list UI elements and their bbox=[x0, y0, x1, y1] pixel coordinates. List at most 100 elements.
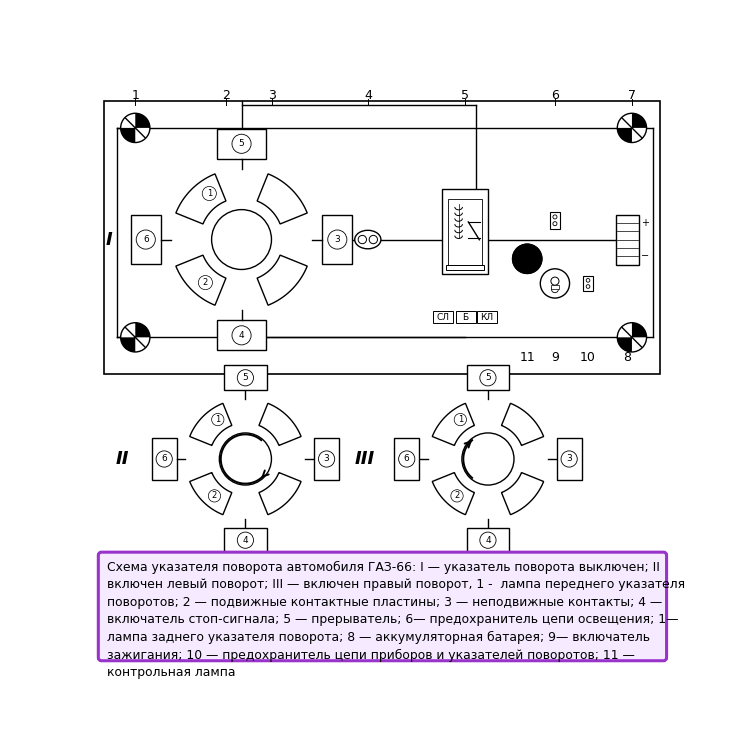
Text: 2: 2 bbox=[222, 89, 230, 102]
Circle shape bbox=[617, 323, 647, 352]
Circle shape bbox=[540, 269, 569, 298]
Text: 7: 7 bbox=[628, 89, 636, 102]
Polygon shape bbox=[190, 472, 232, 515]
Text: 1: 1 bbox=[458, 415, 463, 424]
Text: 3: 3 bbox=[268, 89, 276, 102]
Bar bbox=[456, 311, 476, 323]
Ellipse shape bbox=[355, 230, 381, 249]
Text: I: I bbox=[106, 230, 113, 249]
Polygon shape bbox=[433, 472, 474, 515]
Circle shape bbox=[220, 433, 271, 485]
Text: 4: 4 bbox=[239, 331, 244, 340]
Circle shape bbox=[202, 186, 217, 200]
Text: 6: 6 bbox=[161, 454, 167, 463]
Circle shape bbox=[156, 451, 173, 467]
Polygon shape bbox=[152, 438, 177, 480]
Bar bbox=[441, 189, 488, 274]
Circle shape bbox=[451, 489, 463, 502]
Circle shape bbox=[369, 235, 377, 244]
Text: 6: 6 bbox=[143, 235, 149, 244]
Text: 1: 1 bbox=[215, 415, 220, 424]
Text: 4: 4 bbox=[485, 536, 491, 545]
Polygon shape bbox=[323, 215, 352, 264]
Text: 4: 4 bbox=[243, 536, 248, 545]
Polygon shape bbox=[501, 472, 544, 515]
Polygon shape bbox=[557, 438, 582, 480]
Polygon shape bbox=[257, 174, 307, 224]
Polygon shape bbox=[512, 259, 527, 273]
Bar bbox=[583, 276, 593, 291]
Circle shape bbox=[211, 209, 271, 270]
Polygon shape bbox=[121, 128, 135, 142]
Text: 4: 4 bbox=[364, 89, 372, 102]
Circle shape bbox=[121, 323, 150, 352]
Circle shape bbox=[328, 230, 347, 249]
Bar bbox=[447, 199, 482, 265]
Text: II: II bbox=[116, 450, 129, 468]
Text: 2: 2 bbox=[454, 492, 459, 501]
Polygon shape bbox=[176, 255, 226, 305]
Circle shape bbox=[586, 285, 590, 288]
Polygon shape bbox=[217, 129, 267, 159]
Circle shape bbox=[454, 413, 466, 425]
Text: 6: 6 bbox=[551, 89, 559, 102]
Text: 10: 10 bbox=[580, 351, 596, 364]
Bar bbox=[551, 285, 560, 288]
Circle shape bbox=[232, 134, 251, 153]
Circle shape bbox=[561, 451, 577, 467]
Circle shape bbox=[512, 244, 542, 273]
Polygon shape bbox=[121, 337, 135, 352]
Circle shape bbox=[551, 277, 559, 285]
Polygon shape bbox=[632, 323, 647, 337]
Circle shape bbox=[208, 489, 220, 502]
Polygon shape bbox=[501, 403, 544, 446]
Text: 2: 2 bbox=[202, 278, 208, 287]
Circle shape bbox=[318, 451, 335, 467]
Text: 2: 2 bbox=[212, 492, 217, 501]
Circle shape bbox=[512, 244, 542, 273]
Polygon shape bbox=[259, 403, 301, 446]
Text: 3: 3 bbox=[566, 454, 572, 463]
Polygon shape bbox=[190, 403, 232, 446]
FancyBboxPatch shape bbox=[99, 552, 666, 661]
Circle shape bbox=[480, 532, 496, 548]
Polygon shape bbox=[314, 438, 339, 480]
Polygon shape bbox=[632, 113, 647, 128]
Circle shape bbox=[121, 113, 150, 142]
Text: 3: 3 bbox=[335, 235, 340, 244]
Circle shape bbox=[462, 433, 514, 485]
Text: 5: 5 bbox=[461, 89, 469, 102]
Polygon shape bbox=[217, 320, 267, 350]
Circle shape bbox=[617, 113, 647, 142]
Circle shape bbox=[358, 235, 367, 244]
Text: 1: 1 bbox=[207, 189, 212, 198]
Circle shape bbox=[586, 279, 590, 282]
Circle shape bbox=[211, 413, 224, 425]
Polygon shape bbox=[224, 365, 267, 390]
Circle shape bbox=[551, 286, 559, 293]
Bar bbox=[477, 311, 498, 323]
Polygon shape bbox=[394, 438, 419, 480]
Text: 5: 5 bbox=[243, 373, 248, 382]
Text: +: + bbox=[641, 218, 649, 228]
Polygon shape bbox=[467, 527, 509, 553]
Circle shape bbox=[199, 276, 212, 290]
Text: Б: Б bbox=[462, 313, 468, 322]
Polygon shape bbox=[433, 403, 474, 446]
Bar bbox=[550, 212, 560, 229]
Polygon shape bbox=[224, 527, 267, 553]
Text: 3: 3 bbox=[323, 454, 329, 463]
Polygon shape bbox=[259, 472, 301, 515]
Bar bbox=[105, 101, 660, 374]
Circle shape bbox=[238, 370, 253, 386]
Circle shape bbox=[232, 326, 251, 345]
Circle shape bbox=[399, 451, 415, 467]
Text: 11: 11 bbox=[519, 351, 535, 364]
Polygon shape bbox=[257, 255, 307, 305]
Text: 8: 8 bbox=[623, 351, 631, 364]
Text: КЛ: КЛ bbox=[480, 313, 494, 322]
Circle shape bbox=[553, 222, 557, 226]
Polygon shape bbox=[135, 113, 150, 128]
Circle shape bbox=[480, 370, 496, 386]
Bar bbox=[446, 265, 484, 270]
